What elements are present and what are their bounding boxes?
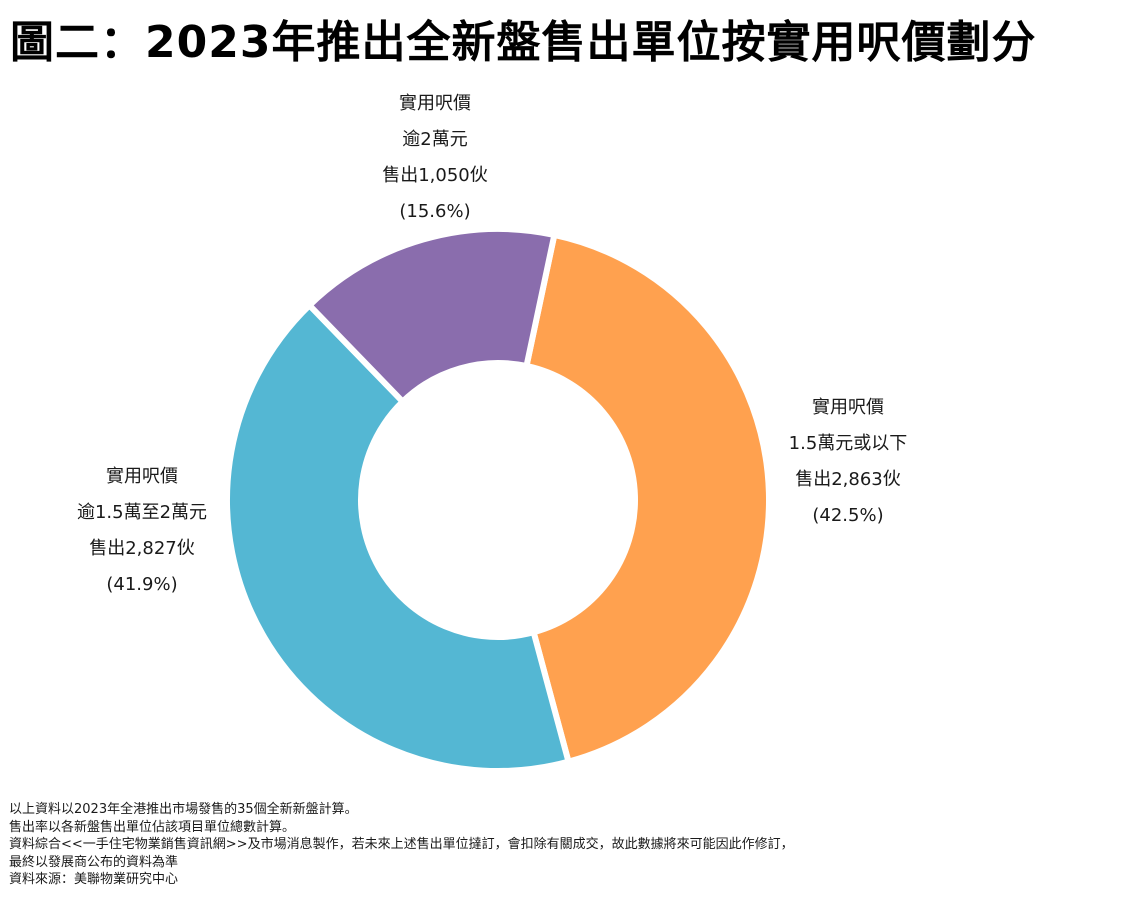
- chart-title: 圖二：2023年推出全新盤售出單位按實用呎價劃分: [10, 17, 1037, 68]
- footnote: 最終以發展商公布的資料為準: [9, 854, 179, 870]
- footnotes: 以上資料以2023年全港推出市場發售的35個全新新盤計算。 售出率以各新盤售出單…: [9, 801, 794, 889]
- slice-le-15k: [522, 231, 772, 766]
- slice-label-line: 實用呎價: [106, 466, 178, 487]
- footnote: 以上資料以2023年全港推出市場發售的35個全新新盤計算。: [9, 802, 358, 817]
- slice-label-line: 1.5萬元或以下: [788, 433, 908, 454]
- slice-label-gt-20k: 實用呎價 逾2萬元 售出1,050伙 (15.6%): [335, 86, 535, 230]
- slice-label-line: 售出1,050伙: [382, 165, 488, 186]
- slice-label-line: (15.6%): [399, 201, 471, 222]
- slice-label-line: 售出2,863伙: [795, 469, 901, 490]
- slice-label-le-15k: 實用呎價 1.5萬元或以下 售出2,863伙 (42.5%): [748, 390, 948, 534]
- slice-15k-20k: [224, 301, 573, 774]
- slice-label-line: (41.9%): [106, 574, 178, 595]
- source-note: 資料來源：美聯物業研究中心: [9, 872, 179, 887]
- slice-label-line: 逾2萬元: [402, 129, 468, 150]
- slice-label-line: 實用呎價: [812, 397, 884, 418]
- footnote: 售出率以各新盤售出單位佔該項目單位總數計算。: [9, 819, 296, 835]
- footnote: 資料綜合<<一手住宅物業銷售資訊網>>及市場消息製作，若未來上述售出單位撻訂，會…: [9, 837, 794, 852]
- slice-label-line: 售出2,827伙: [89, 538, 195, 559]
- slice-label-line: 實用呎價: [399, 93, 471, 114]
- slice-gt-20k: [305, 226, 558, 406]
- slice-label-line: (42.5%): [812, 505, 884, 526]
- slice-label-line: 逾1.5萬至2萬元: [76, 502, 208, 523]
- slice-label-15k-20k: 實用呎價 逾1.5萬至2萬元 售出2,827伙 (41.9%): [42, 459, 242, 603]
